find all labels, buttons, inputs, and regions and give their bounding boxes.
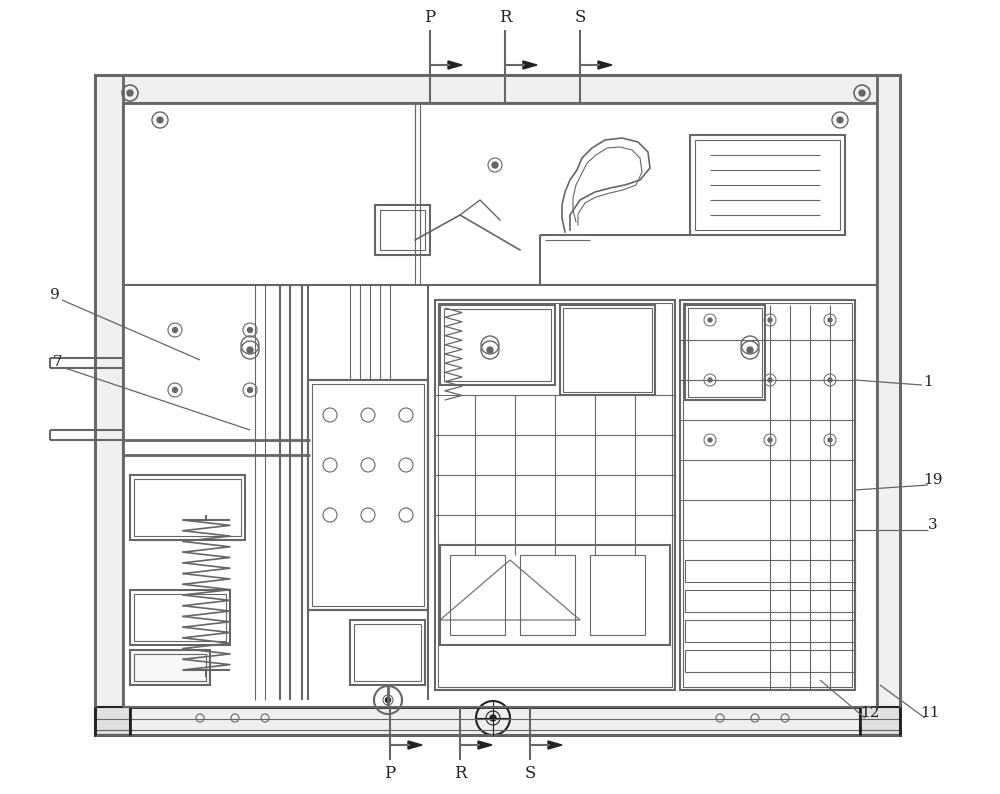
Bar — [877, 75, 900, 735]
Polygon shape — [408, 741, 422, 749]
Bar — [134, 594, 226, 641]
Bar — [590, 555, 645, 635]
Text: R: R — [499, 10, 511, 26]
Circle shape — [157, 117, 163, 123]
Bar — [685, 560, 855, 582]
Circle shape — [173, 387, 178, 392]
Bar — [438, 303, 672, 687]
Text: S: S — [524, 765, 536, 781]
Text: 12: 12 — [860, 706, 880, 720]
Bar — [563, 308, 652, 392]
Bar — [450, 555, 505, 635]
Circle shape — [859, 90, 865, 96]
Circle shape — [828, 438, 832, 442]
Polygon shape — [448, 61, 462, 69]
Bar — [350, 620, 425, 685]
Polygon shape — [523, 61, 537, 69]
Circle shape — [747, 347, 753, 353]
Circle shape — [768, 378, 772, 382]
Polygon shape — [598, 61, 612, 69]
Circle shape — [859, 716, 865, 722]
Text: 3: 3 — [928, 518, 938, 532]
Text: 9: 9 — [50, 288, 60, 302]
Circle shape — [768, 438, 772, 442]
Circle shape — [708, 438, 712, 442]
Bar — [695, 140, 840, 230]
Polygon shape — [548, 741, 562, 749]
Bar — [683, 303, 852, 687]
Bar — [440, 305, 555, 385]
Circle shape — [248, 387, 252, 392]
Bar — [685, 620, 855, 642]
Circle shape — [248, 327, 252, 333]
Bar — [134, 654, 206, 681]
Bar — [380, 210, 425, 250]
Bar — [354, 624, 421, 681]
Bar — [95, 707, 130, 735]
Text: 11: 11 — [920, 706, 940, 720]
Circle shape — [768, 318, 772, 322]
Circle shape — [127, 90, 133, 96]
Bar — [860, 707, 900, 735]
Circle shape — [828, 318, 832, 322]
Bar — [130, 650, 210, 685]
Bar — [435, 300, 675, 690]
Text: S: S — [574, 10, 586, 26]
Bar — [680, 300, 855, 690]
Bar — [440, 545, 670, 645]
Circle shape — [492, 162, 498, 168]
Circle shape — [386, 697, 390, 703]
Bar — [130, 590, 230, 645]
Bar — [685, 590, 855, 612]
Bar — [688, 308, 762, 397]
Polygon shape — [478, 741, 492, 749]
Bar — [685, 305, 765, 400]
Text: 1: 1 — [923, 375, 933, 389]
Bar — [375, 205, 430, 255]
Text: 7: 7 — [53, 355, 63, 369]
Bar — [95, 75, 900, 103]
Bar — [560, 305, 655, 395]
Circle shape — [708, 378, 712, 382]
Bar — [520, 555, 575, 635]
Bar — [95, 707, 900, 735]
Circle shape — [828, 378, 832, 382]
Bar — [308, 380, 428, 610]
Circle shape — [490, 715, 496, 721]
Circle shape — [173, 327, 178, 333]
Bar — [95, 75, 123, 735]
Text: R: R — [454, 765, 466, 781]
Circle shape — [247, 347, 253, 353]
Circle shape — [708, 318, 712, 322]
Circle shape — [837, 117, 843, 123]
Bar — [95, 707, 900, 735]
Text: P: P — [384, 765, 396, 781]
Bar — [312, 384, 424, 606]
Bar — [130, 475, 245, 540]
Circle shape — [127, 716, 133, 722]
Circle shape — [487, 347, 493, 353]
Bar — [685, 650, 855, 672]
Bar — [134, 479, 241, 536]
Text: 19: 19 — [923, 473, 943, 487]
Bar — [690, 135, 845, 235]
Text: P: P — [424, 10, 436, 26]
Bar — [444, 309, 551, 381]
